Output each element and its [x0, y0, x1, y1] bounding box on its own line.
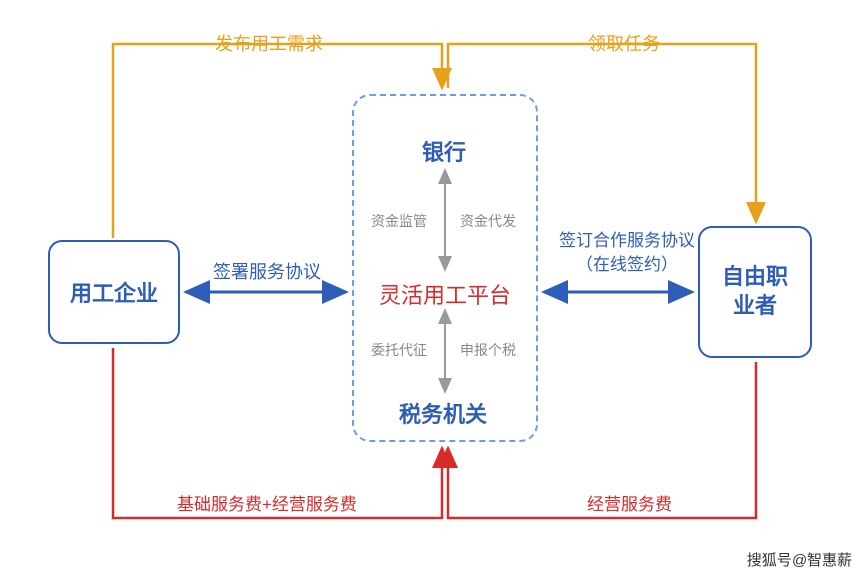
inner-label-fund-supervise: 资金监管 — [371, 211, 427, 231]
edge-label-take-task: 领取任务 — [588, 30, 660, 56]
node-tax: 税务机关 — [399, 397, 487, 429]
edge-label-sign-coop: 签订合作服务协议 （在线签约） — [559, 229, 695, 277]
node-tax-label: 税务机关 — [399, 402, 487, 427]
watermark: 搜狐号@智惠薪 — [747, 549, 852, 570]
inner-label-fund-distribute: 资金代发 — [460, 211, 516, 231]
node-bank-label: 银行 — [422, 140, 466, 165]
diagram-root: 用工企业 自由职 业者 银行 灵活用工平台 税务机关 资金监管 资金代发 委托代… — [0, 0, 860, 574]
inner-label-report-tax: 申报个税 — [460, 340, 516, 360]
edge-label-base-fee: 基础服务费+经营服务费 — [177, 490, 357, 515]
edge-label-sign-service: 签署服务协议 — [213, 258, 321, 284]
node-freelancer-label-1: 自由职 — [722, 263, 788, 292]
node-employer-label: 用工企业 — [70, 276, 158, 308]
node-bank: 银行 — [422, 135, 466, 167]
node-freelancer: 自由职 业者 — [698, 226, 812, 358]
inner-label-entrust-collect: 委托代征 — [371, 340, 427, 360]
edge-label-op-fee: 经营服务费 — [587, 490, 672, 515]
node-platform: 灵活用工平台 — [379, 278, 511, 310]
node-employer: 用工企业 — [48, 240, 180, 344]
node-platform-label: 灵活用工平台 — [379, 283, 511, 308]
edge-label-publish-demand: 发布用工需求 — [215, 30, 323, 56]
node-freelancer-label-2: 业者 — [733, 292, 777, 321]
